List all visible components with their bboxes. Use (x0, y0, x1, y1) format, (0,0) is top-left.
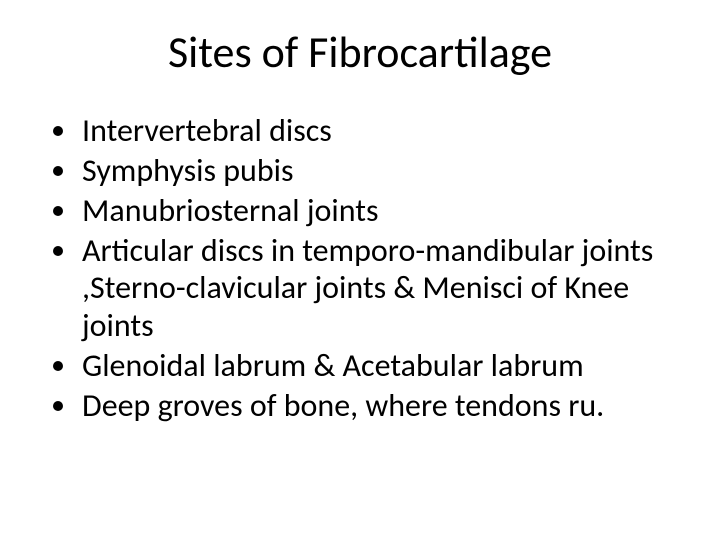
list-item: Intervertebral discs (80, 112, 672, 150)
list-item: Deep groves of bone, where tendons ru. (80, 387, 672, 425)
slide-title: Sites of Fibrocartilage (48, 28, 672, 76)
list-item: Manubriosternal joints (80, 192, 672, 230)
list-item: Articular discs in temporo-mandibular jo… (80, 232, 672, 345)
slide: Sites of Fibrocartilage Intervertebral d… (0, 0, 720, 540)
bullet-list: Intervertebral discs Symphysis pubis Man… (48, 112, 672, 426)
list-item: Symphysis pubis (80, 152, 672, 190)
list-item: Glenoidal labrum & Acetabular labrum (80, 347, 672, 385)
